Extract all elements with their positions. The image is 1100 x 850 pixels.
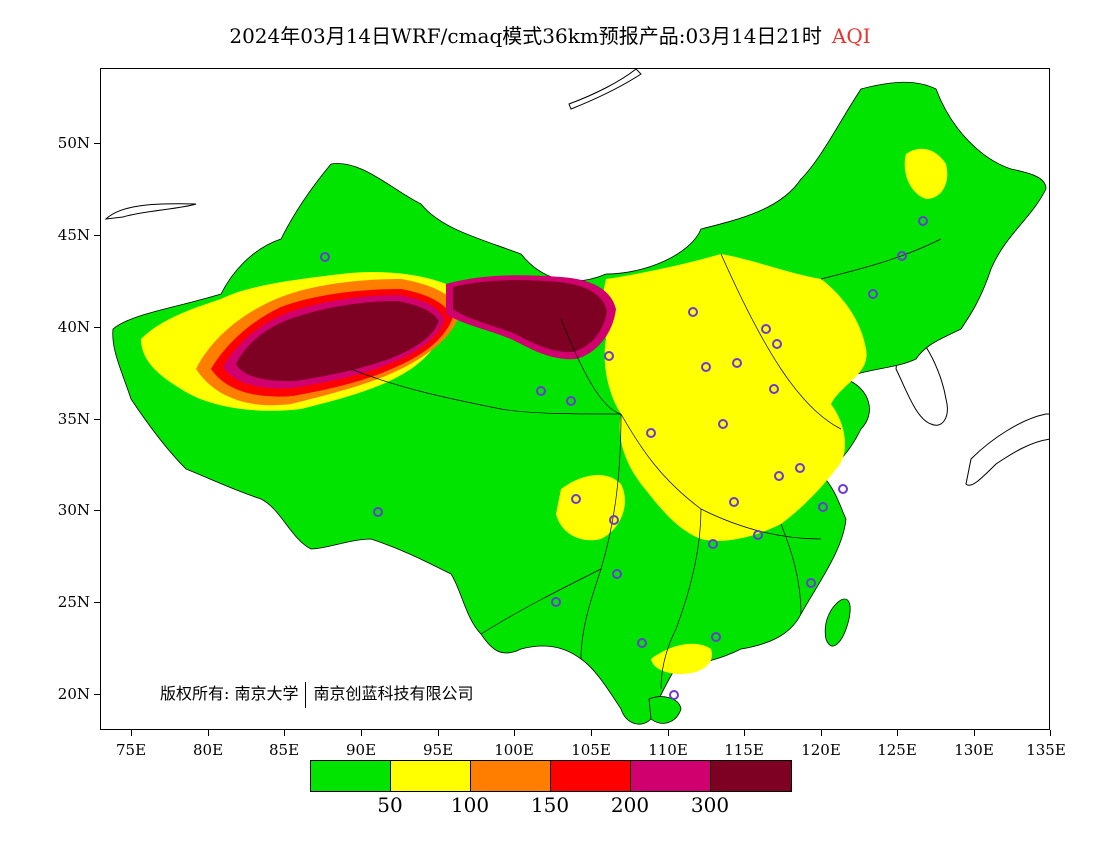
xtick-label: 75E bbox=[115, 741, 147, 759]
colorbar-label: 300 bbox=[690, 793, 730, 817]
xtick-label: 80E bbox=[192, 741, 224, 759]
xtick-mark bbox=[514, 730, 515, 736]
ytick-mark bbox=[94, 510, 100, 511]
xtick-mark bbox=[668, 730, 669, 736]
xtick-mark bbox=[438, 730, 439, 736]
aqi-zone-moderate-northeast bbox=[904, 148, 948, 199]
aqi-map bbox=[104, 69, 1049, 725]
copyright-notice: 版权所有: 南京大学 南京创蓝科技有限公司 bbox=[160, 680, 474, 708]
xtick-label: 85E bbox=[268, 741, 300, 759]
colorbar-label: 50 bbox=[377, 793, 403, 817]
coastline-korea bbox=[895, 323, 948, 426]
colorbar-label: 100 bbox=[450, 793, 490, 817]
ytick-mark bbox=[94, 143, 100, 144]
map-title: 2024年03月14日WRF/cmaq模式36km预报产品:03月14日21时 A… bbox=[0, 20, 1100, 49]
xtick-mark bbox=[1050, 730, 1051, 736]
colorbar-label: 150 bbox=[530, 793, 570, 817]
xtick-label: 130E bbox=[954, 741, 994, 759]
xtick-label: 100E bbox=[494, 741, 534, 759]
colorbar-swatch-3 bbox=[551, 761, 631, 791]
ytick-label: 25N bbox=[57, 593, 90, 611]
coastline-japan bbox=[965, 413, 1049, 486]
coastline-lake-baikal bbox=[568, 69, 642, 110]
station-markers bbox=[320, 216, 928, 700]
xtick-mark bbox=[131, 730, 132, 736]
xtick-mark bbox=[284, 730, 285, 736]
xtick-mark bbox=[208, 730, 209, 736]
colorbar-swatch-1 bbox=[391, 761, 471, 791]
ytick-label: 45N bbox=[57, 226, 90, 244]
title-variable: AQI bbox=[831, 24, 871, 48]
ytick-label: 40N bbox=[57, 318, 90, 336]
xtick-label: 120E bbox=[801, 741, 841, 759]
colorbar-swatch-5 bbox=[711, 761, 791, 791]
xtick-mark bbox=[897, 730, 898, 736]
copyright-org-nju: 南京大学 bbox=[234, 684, 299, 703]
aqi-zone-taiwan bbox=[824, 598, 851, 647]
aqi-zone-moderate-east bbox=[602, 254, 867, 541]
xtick-mark bbox=[821, 730, 822, 736]
colorbar-swatch-2 bbox=[471, 761, 551, 791]
xtick-label: 125E bbox=[877, 741, 917, 759]
copyright-owner-label: 版权所有: bbox=[160, 684, 230, 703]
xtick-label: 110E bbox=[648, 741, 688, 759]
ytick-mark bbox=[94, 235, 100, 236]
xtick-mark bbox=[591, 730, 592, 736]
xtick-label: 135E bbox=[1026, 741, 1066, 759]
xtick-mark bbox=[974, 730, 975, 736]
xtick-label: 95E bbox=[422, 741, 454, 759]
ytick-mark bbox=[94, 327, 100, 328]
colorbar-swatch-4 bbox=[631, 761, 711, 791]
copyright-org-chuanglan: 南京创蓝科技有限公司 bbox=[313, 684, 474, 703]
colorbar-label: 200 bbox=[610, 793, 650, 817]
xtick-mark bbox=[744, 730, 745, 736]
aqi-colorbar bbox=[310, 760, 792, 792]
aqi-zone-hazardous-alxa bbox=[453, 280, 607, 353]
colorbar-swatch-0 bbox=[311, 761, 391, 791]
ytick-mark bbox=[94, 419, 100, 420]
ytick-label: 20N bbox=[57, 685, 90, 703]
copyright-separator bbox=[304, 681, 306, 708]
coastline-balkhash bbox=[104, 203, 197, 220]
ytick-label: 35N bbox=[57, 410, 90, 428]
province-boundaries bbox=[350, 238, 942, 690]
aqi-zone-hazardous-taklimakan bbox=[236, 301, 439, 382]
xtick-label: 115E bbox=[724, 741, 764, 759]
ytick-mark bbox=[94, 602, 100, 603]
xtick-label: 105E bbox=[571, 741, 611, 759]
map-plot-area bbox=[100, 68, 1050, 730]
ytick-label: 30N bbox=[57, 501, 90, 519]
ytick-mark bbox=[94, 694, 100, 695]
xtick-label: 90E bbox=[345, 741, 377, 759]
aqi-zone-moderate-guangdong bbox=[651, 643, 712, 674]
ytick-label: 50N bbox=[57, 134, 90, 152]
aqi-zone-hainan bbox=[648, 696, 682, 724]
aqi-zone-moderate-sichuan bbox=[556, 474, 625, 541]
xtick-mark bbox=[361, 730, 362, 736]
title-main: 2024年03月14日WRF/cmaq模式36km预报产品:03月14日21时 bbox=[229, 24, 822, 48]
